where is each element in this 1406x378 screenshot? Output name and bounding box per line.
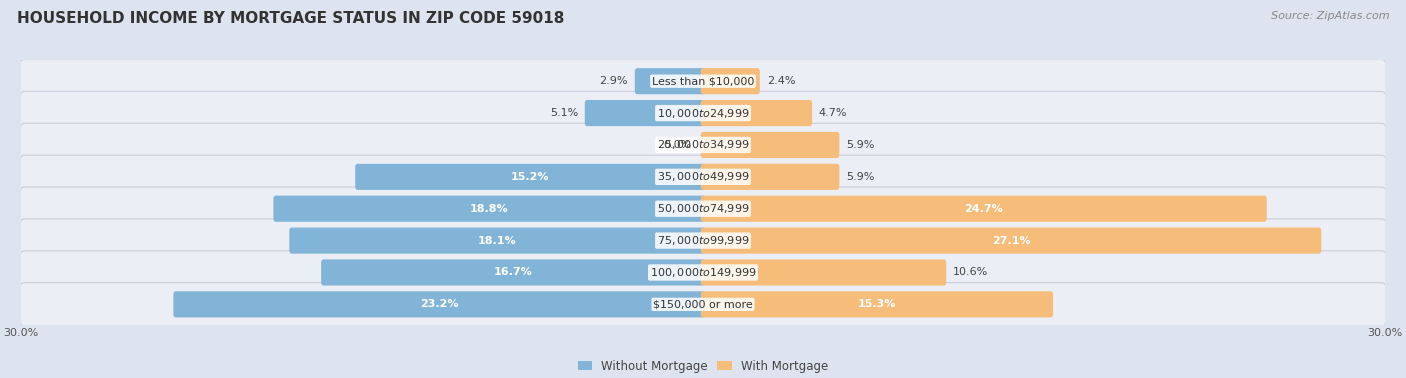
Text: 5.9%: 5.9%	[846, 140, 875, 150]
Text: $150,000 or more: $150,000 or more	[654, 299, 752, 309]
Text: 23.2%: 23.2%	[420, 299, 458, 309]
Text: 2.4%: 2.4%	[766, 76, 796, 86]
Text: 18.8%: 18.8%	[470, 204, 509, 214]
Text: 24.7%: 24.7%	[965, 204, 1002, 214]
FancyBboxPatch shape	[20, 155, 1386, 198]
Legend: Without Mortgage, With Mortgage: Without Mortgage, With Mortgage	[574, 355, 832, 377]
FancyBboxPatch shape	[273, 196, 706, 222]
Text: $25,000 to $34,999: $25,000 to $34,999	[657, 138, 749, 152]
Text: 0.0%: 0.0%	[664, 140, 692, 150]
Text: $75,000 to $99,999: $75,000 to $99,999	[657, 234, 749, 247]
Text: $50,000 to $74,999: $50,000 to $74,999	[657, 202, 749, 215]
Text: 27.1%: 27.1%	[991, 235, 1031, 246]
FancyBboxPatch shape	[700, 164, 839, 190]
FancyBboxPatch shape	[700, 100, 813, 126]
FancyBboxPatch shape	[20, 59, 1386, 103]
Text: 2.9%: 2.9%	[599, 76, 628, 86]
FancyBboxPatch shape	[700, 228, 1322, 254]
Text: 5.1%: 5.1%	[550, 108, 578, 118]
FancyBboxPatch shape	[20, 219, 1386, 262]
FancyBboxPatch shape	[20, 283, 1386, 326]
Text: $35,000 to $49,999: $35,000 to $49,999	[657, 170, 749, 183]
FancyBboxPatch shape	[20, 123, 1386, 167]
Text: 4.7%: 4.7%	[818, 108, 848, 118]
Text: 10.6%: 10.6%	[953, 268, 988, 277]
Text: 15.3%: 15.3%	[858, 299, 896, 309]
FancyBboxPatch shape	[636, 68, 706, 94]
Text: 16.7%: 16.7%	[494, 268, 533, 277]
FancyBboxPatch shape	[585, 100, 706, 126]
FancyBboxPatch shape	[700, 291, 1053, 318]
FancyBboxPatch shape	[20, 251, 1386, 294]
FancyBboxPatch shape	[20, 187, 1386, 231]
Text: 15.2%: 15.2%	[510, 172, 550, 182]
FancyBboxPatch shape	[700, 132, 839, 158]
FancyBboxPatch shape	[700, 196, 1267, 222]
FancyBboxPatch shape	[321, 259, 706, 285]
FancyBboxPatch shape	[356, 164, 706, 190]
Text: 5.9%: 5.9%	[846, 172, 875, 182]
FancyBboxPatch shape	[700, 259, 946, 285]
Text: Less than $10,000: Less than $10,000	[652, 76, 754, 86]
Text: Source: ZipAtlas.com: Source: ZipAtlas.com	[1271, 11, 1389, 21]
FancyBboxPatch shape	[20, 91, 1386, 135]
Text: 18.1%: 18.1%	[478, 235, 516, 246]
Text: $10,000 to $24,999: $10,000 to $24,999	[657, 107, 749, 119]
Text: HOUSEHOLD INCOME BY MORTGAGE STATUS IN ZIP CODE 59018: HOUSEHOLD INCOME BY MORTGAGE STATUS IN Z…	[17, 11, 564, 26]
FancyBboxPatch shape	[173, 291, 706, 318]
FancyBboxPatch shape	[290, 228, 706, 254]
FancyBboxPatch shape	[700, 68, 759, 94]
Text: $100,000 to $149,999: $100,000 to $149,999	[650, 266, 756, 279]
